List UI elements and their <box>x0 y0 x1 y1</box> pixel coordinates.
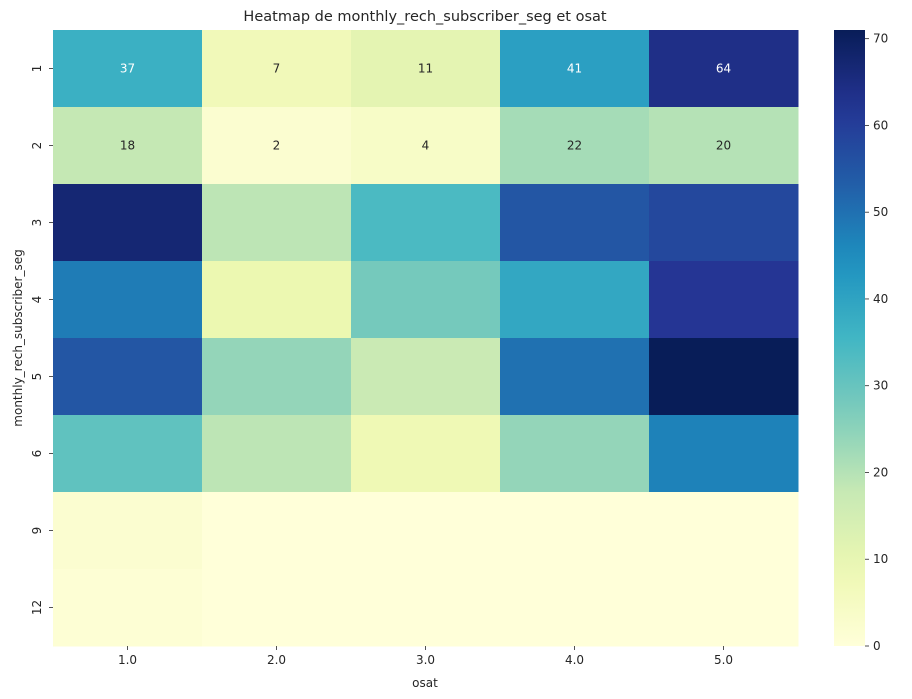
y-tick-label: 1 <box>30 65 44 73</box>
cell-value-label: 4 <box>422 139 430 153</box>
x-axis-label: osat <box>412 676 438 690</box>
cell-value-label: 41 <box>567 62 582 76</box>
heatmap-cell <box>351 492 501 570</box>
heatmap-cell <box>351 415 501 493</box>
chart-title: Heatmap de monthly_rech_subscriber_seg e… <box>243 9 606 25</box>
heatmap-cell <box>500 338 650 416</box>
heatmap-cell <box>500 30 650 108</box>
heatmap-cell <box>500 569 650 647</box>
colorbar-tick-label: 60 <box>873 118 888 132</box>
heatmap-cell <box>351 184 501 262</box>
heatmap-cell <box>53 261 203 339</box>
heatmap-cell <box>351 569 501 647</box>
heatmap-cell <box>500 415 650 493</box>
heatmap-cell <box>202 107 352 185</box>
heatmap-cell <box>53 107 203 185</box>
cell-value-label: 20 <box>716 139 731 153</box>
cell-value-label: 64 <box>716 62 731 76</box>
heatmap-cell <box>202 338 352 416</box>
y-tick-label: 5 <box>30 373 44 381</box>
heatmap-cell <box>649 261 799 339</box>
x-tick-label: 1.0 <box>118 653 137 667</box>
colorbar-tick-label: 50 <box>873 205 888 219</box>
heatmap-cell <box>53 338 203 416</box>
heatmap-cell <box>649 30 799 108</box>
heatmap-cell <box>202 261 352 339</box>
cell-value-label: 2 <box>273 139 281 153</box>
heatmap-cell <box>351 30 501 108</box>
heatmap-cell <box>351 107 501 185</box>
y-axis-label: monthly_rech_subscriber_seg <box>11 249 25 426</box>
colorbar-tick-label: 20 <box>873 465 888 479</box>
y-tick-label: 6 <box>30 450 44 458</box>
heatmap-cell <box>351 338 501 416</box>
colorbar-tick-label: 0 <box>873 639 881 653</box>
x-tick-label: 5.0 <box>714 653 733 667</box>
x-tick-label: 2.0 <box>267 653 286 667</box>
heatmap-cell <box>500 261 650 339</box>
colorbar-tick-label: 70 <box>873 32 888 46</box>
heatmap-cell <box>53 492 203 570</box>
heatmap-cell <box>53 184 203 262</box>
colorbar-tick-label: 10 <box>873 552 888 566</box>
colorbar-tick-label: 40 <box>873 292 888 306</box>
cell-value-label: 18 <box>120 139 135 153</box>
heatmap-cell <box>202 415 352 493</box>
colorbar: 0 10 20 30 40 50 60 70 <box>834 30 888 653</box>
heatmap-cell <box>53 30 203 108</box>
cell-value-label: 7 <box>273 62 281 76</box>
heatmap-cell <box>351 261 501 339</box>
heatmap-cell <box>649 338 799 416</box>
y-tick-label: 9 <box>30 527 44 535</box>
heatmap-cell <box>649 569 799 647</box>
cell-value-label: 22 <box>567 139 582 153</box>
heatmap-cell <box>649 492 799 570</box>
heatmap-cell <box>649 184 799 262</box>
heatmap-cell <box>500 107 650 185</box>
heatmap-cell <box>500 492 650 570</box>
y-tick-label: 4 <box>30 296 44 304</box>
x-tick-label: 3.0 <box>416 653 435 667</box>
cell-value-label: 11 <box>418 62 433 76</box>
y-tick-label: 12 <box>30 600 44 615</box>
heatmap-cell <box>649 107 799 185</box>
heatmap-cell <box>649 415 799 493</box>
heatmap-cell <box>202 184 352 262</box>
heatmap-cell <box>202 30 352 108</box>
colorbar-tick-label: 30 <box>873 379 888 393</box>
heatmap-cell <box>500 184 650 262</box>
heatmap-cell <box>53 569 203 647</box>
y-tick-label: 2 <box>30 142 44 150</box>
heatmap-cell <box>202 569 352 647</box>
heatmap-cell <box>202 492 352 570</box>
y-tick-label: 3 <box>30 219 44 227</box>
x-tick-label: 4.0 <box>565 653 584 667</box>
colorbar-gradient <box>834 30 865 646</box>
heatmap-cell <box>53 415 203 493</box>
x-axis-ticks: 1.0 2.0 3.0 4.0 5.0 <box>118 646 733 667</box>
cell-value-label: 37 <box>120 62 135 76</box>
